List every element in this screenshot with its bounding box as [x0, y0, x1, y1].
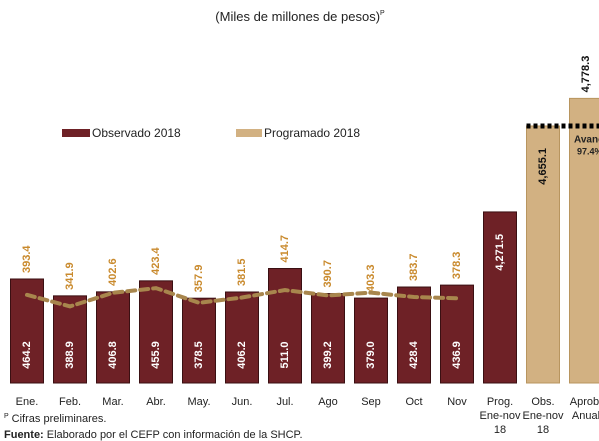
- programado-value-label: 403.3: [365, 265, 377, 293]
- bar-value-label: 436.9: [451, 341, 463, 369]
- bar-value-label: 399.2: [322, 341, 334, 369]
- programado-value-label: 393.4: [21, 245, 33, 273]
- x-tick-label: Nov: [447, 396, 467, 408]
- bar-value-label: 511.0: [279, 342, 291, 369]
- programado-value-label: 423.4: [150, 246, 162, 274]
- programado-value-label: 378.3: [451, 252, 463, 280]
- programado-value-label: 357.9: [193, 265, 205, 293]
- total-bar: [483, 211, 517, 384]
- bar: [311, 293, 345, 384]
- bar: [268, 268, 302, 384]
- x-tick-label: Aprob. Anual: [570, 396, 599, 422]
- bar: [354, 297, 388, 384]
- source: Fuente: Elaborado por el CEFP con informa…: [4, 429, 303, 441]
- x-tick-label: May.: [187, 396, 210, 408]
- bar-value-label: 388.9: [64, 341, 76, 369]
- x-tick-label: Abr.: [146, 396, 166, 408]
- x-tick-label: Prog. Ene-nov 18: [480, 396, 521, 436]
- total-value-label: 4,271.5: [494, 234, 506, 271]
- programado-value-label: 383.7: [408, 253, 420, 281]
- bar: [53, 295, 87, 384]
- legend-swatch: [236, 129, 262, 137]
- programado-value-label: 414.7: [279, 235, 291, 263]
- programado-line: [25, 286, 459, 309]
- x-tick-label: Obs. Ene-nov 18: [523, 396, 564, 436]
- x-tick-label: Jun.: [232, 396, 253, 408]
- bar: [139, 280, 173, 384]
- bar-value-label: 455.9: [150, 341, 162, 369]
- x-tick-label: Ene.: [16, 396, 39, 408]
- total-bar: [569, 97, 599, 384]
- x-tick-label: Oct: [405, 396, 422, 408]
- bar-value-label: 379.0: [365, 341, 377, 369]
- programado-value-label: 381.5: [236, 258, 248, 286]
- programado-value-label: 390.7: [322, 260, 334, 288]
- programado-value-label: 341.9: [64, 262, 76, 290]
- x-tick-label: Ago: [318, 396, 338, 408]
- programado-value-label: 402.6: [107, 258, 119, 286]
- annotation-value: 97.4%: [577, 146, 599, 156]
- total-value-label: 4,778.3: [580, 56, 592, 93]
- x-tick-label: Mar.: [102, 396, 123, 408]
- bar: [440, 284, 474, 384]
- legend-label: Programado 2018: [264, 126, 360, 140]
- annotation-label: Avance: [574, 135, 599, 146]
- bar: [182, 297, 216, 384]
- bar-value-label: 406.8: [107, 341, 119, 369]
- legend-label: Observado 2018: [92, 126, 181, 140]
- total-bar: [526, 125, 560, 384]
- bar-value-label: 378.5: [193, 341, 205, 369]
- bar-value-label: 428.4: [408, 340, 420, 368]
- bar-value-label: 406.2: [236, 341, 248, 369]
- footnote: P Cifras preliminares.: [4, 413, 106, 425]
- chart-title: (Miles de millones de pesos)P: [215, 9, 385, 24]
- bar: [397, 286, 431, 384]
- bar-value-label: 464.2: [21, 341, 33, 369]
- legend-swatch: [62, 129, 90, 137]
- bar: [225, 291, 259, 384]
- x-tick-label: Sep: [361, 396, 381, 408]
- bar: [96, 291, 130, 384]
- x-tick-label: Feb.: [59, 396, 81, 408]
- total-value-label: 4,655.1: [537, 148, 549, 185]
- x-tick-label: Jul.: [276, 396, 293, 408]
